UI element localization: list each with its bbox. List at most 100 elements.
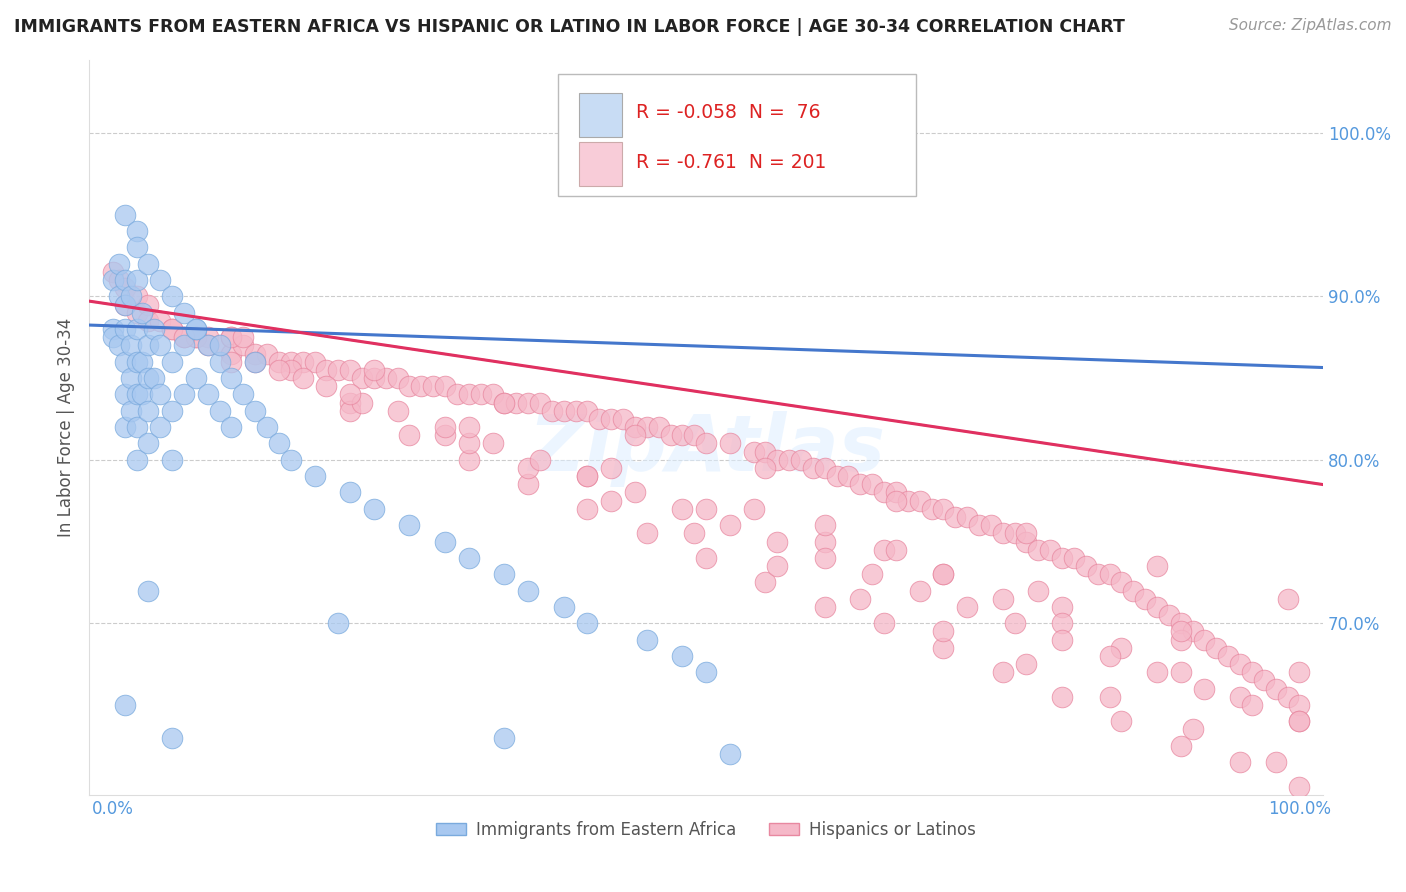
Point [801, 461, 824, 475]
Y-axis label: In Labor Force | Age 30-34: In Labor Force | Age 30-34 [58, 318, 75, 537]
Point [160, 404, 183, 418]
Point [1170, 665, 1192, 680]
Point [1288, 665, 1310, 680]
Point [114, 273, 136, 287]
Point [304, 469, 326, 483]
Point [138, 371, 160, 385]
Point [173, 387, 195, 401]
Point [114, 355, 136, 369]
Point [873, 542, 896, 557]
Point [1087, 567, 1109, 582]
Point [624, 428, 647, 442]
Point [328, 363, 350, 377]
Point [1288, 780, 1310, 794]
Point [101, 273, 124, 287]
Point [208, 338, 231, 352]
Point [398, 379, 420, 393]
Point [434, 428, 457, 442]
Point [1028, 542, 1050, 557]
Point [540, 404, 562, 418]
Point [304, 355, 326, 369]
Point [1170, 632, 1192, 647]
Point [1050, 690, 1073, 704]
Point [766, 559, 789, 574]
Legend: Immigrants from Eastern Africa, Hispanics or Latinos: Immigrants from Eastern Africa, Hispanic… [429, 814, 983, 846]
Point [101, 322, 124, 336]
Point [991, 665, 1014, 680]
Point [138, 338, 160, 352]
Point [114, 698, 136, 712]
Point [339, 404, 361, 418]
Point [125, 240, 148, 254]
Point [125, 452, 148, 467]
FancyBboxPatch shape [558, 74, 915, 195]
Point [434, 379, 457, 393]
Point [1039, 542, 1062, 557]
Point [149, 273, 172, 287]
Point [754, 461, 776, 475]
Point [1253, 673, 1275, 688]
Point [932, 567, 955, 582]
Point [315, 379, 337, 393]
Point [494, 395, 516, 409]
Point [221, 330, 243, 344]
Point [1050, 550, 1073, 565]
Point [860, 567, 883, 582]
Point [1122, 583, 1144, 598]
Point [434, 420, 457, 434]
Point [107, 289, 129, 303]
Point [267, 363, 290, 377]
Point [873, 616, 896, 631]
Point [481, 436, 503, 450]
Point [256, 346, 278, 360]
Point [1157, 607, 1180, 622]
Point [1146, 599, 1168, 614]
Point [398, 518, 420, 533]
Point [280, 363, 302, 377]
Point [600, 493, 623, 508]
Point [1050, 599, 1073, 614]
Point [718, 518, 741, 533]
Point [671, 501, 693, 516]
Point [932, 567, 955, 582]
Point [221, 330, 243, 344]
Point [457, 452, 479, 467]
Point [173, 306, 195, 320]
Point [398, 428, 420, 442]
Point [131, 387, 153, 401]
Point [245, 404, 267, 418]
Point [160, 322, 183, 336]
Point [363, 371, 385, 385]
Point [1277, 690, 1299, 704]
Point [683, 428, 706, 442]
Text: IMMIGRANTS FROM EASTERN AFRICA VS HISPANIC OR LATINO IN LABOR FORCE | AGE 30-34 : IMMIGRANTS FROM EASTERN AFRICA VS HISPAN… [14, 18, 1125, 36]
Point [1098, 690, 1121, 704]
Point [173, 338, 195, 352]
Point [470, 387, 492, 401]
Point [184, 330, 207, 344]
Point [1028, 583, 1050, 598]
Point [659, 428, 682, 442]
Point [280, 452, 302, 467]
Point [101, 265, 124, 279]
Point [328, 616, 350, 631]
Point [849, 477, 872, 491]
Point [553, 404, 575, 418]
Point [160, 452, 183, 467]
Point [221, 355, 243, 369]
Point [576, 616, 599, 631]
Point [1015, 526, 1038, 541]
Point [576, 469, 599, 483]
Point [114, 322, 136, 336]
Point [908, 583, 931, 598]
Point [932, 501, 955, 516]
Point [114, 281, 136, 295]
Point [1229, 755, 1251, 769]
Point [160, 322, 183, 336]
Point [363, 363, 385, 377]
Point [1181, 723, 1204, 737]
Point [107, 257, 129, 271]
Point [695, 665, 717, 680]
Point [695, 501, 717, 516]
Point [1146, 665, 1168, 680]
